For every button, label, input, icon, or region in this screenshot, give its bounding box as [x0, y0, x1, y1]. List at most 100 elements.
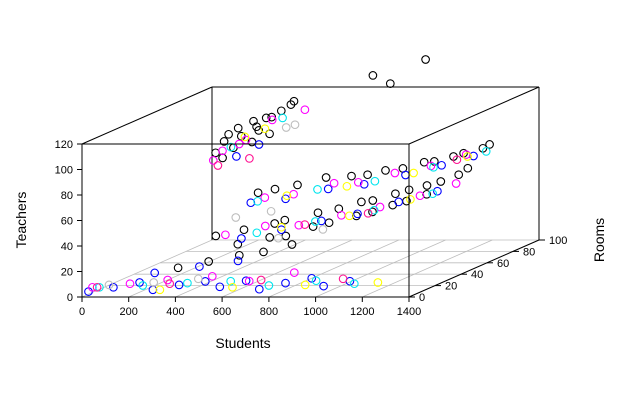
data-point: [359, 179, 369, 189]
data-point: [226, 276, 236, 286]
data-point: [267, 115, 277, 125]
data-point: [109, 282, 118, 292]
y-axis-title: Rooms: [591, 218, 607, 262]
data-point: [463, 152, 472, 161]
data-point: [208, 156, 218, 165]
y-tick-label: 40: [471, 269, 483, 281]
z-tick-label: 80: [61, 190, 73, 202]
data-point: [204, 257, 214, 266]
x-tick-label: 800: [260, 306, 278, 318]
data-point: [183, 278, 192, 288]
data-point: [226, 142, 236, 152]
data-point: [433, 186, 442, 196]
data-point: [324, 218, 334, 228]
data-point: [289, 189, 298, 199]
data-point: [437, 160, 446, 170]
data-point: [391, 189, 400, 199]
data-point: [233, 239, 243, 249]
grid-line-x: [81, 239, 213, 298]
data-point: [370, 176, 380, 186]
data-point: [345, 211, 354, 221]
data-point: [260, 193, 270, 202]
data-point: [193, 274, 203, 284]
data-point: [415, 191, 425, 201]
grid-line-x: [128, 239, 259, 298]
data-point: [213, 161, 223, 170]
data-point: [260, 124, 270, 134]
data-point: [219, 137, 229, 146]
data-point: [308, 222, 318, 231]
data-point: [265, 233, 275, 242]
box-edge: [81, 86, 213, 145]
data-point: [319, 281, 328, 291]
data-point: [321, 173, 331, 182]
data-point: [277, 222, 286, 232]
y-tick-label: 80: [523, 246, 535, 258]
data-point: [293, 180, 302, 190]
data-point: [363, 170, 372, 180]
x-tick-label: 200: [120, 306, 138, 318]
data-point: [277, 225, 286, 235]
z-tick-label: 0: [67, 292, 73, 304]
data-point: [294, 220, 304, 230]
data-point: [95, 282, 104, 292]
data-point: [313, 208, 323, 218]
y-tick-label: 0: [419, 292, 425, 304]
grid-line-x: [175, 239, 306, 298]
z-tick-label: 60: [61, 216, 73, 228]
data-point: [463, 163, 473, 173]
plot-box-back: [81, 86, 540, 240]
data-point: [211, 231, 221, 241]
data-point: [218, 153, 227, 163]
data-point: [436, 177, 446, 186]
data-point: [368, 71, 378, 80]
z-tick-label: 100: [55, 165, 73, 177]
data-point: [373, 278, 383, 287]
data-point: [311, 276, 321, 286]
data-point: [254, 284, 264, 294]
data-point: [357, 197, 366, 207]
data-point: [270, 219, 280, 228]
data-point: [138, 281, 148, 290]
data-point: [289, 268, 299, 277]
data-point: [300, 105, 310, 115]
data-point: [329, 178, 339, 188]
data-point: [224, 129, 233, 139]
data-point: [429, 162, 438, 172]
data-point: [353, 177, 363, 187]
data-point: [338, 274, 348, 284]
data-point: [300, 220, 310, 229]
grid-line-x: [362, 239, 493, 298]
x-tick-label: 600: [213, 306, 231, 318]
data-point: [254, 126, 264, 135]
data-point: [353, 209, 362, 219]
data-point: [422, 181, 432, 190]
data-point: [228, 282, 237, 292]
data-point: [280, 215, 290, 225]
data-point: [264, 281, 274, 290]
data-point: [174, 280, 184, 290]
data-point: [195, 262, 204, 271]
z-tick-label: 120: [55, 139, 73, 151]
data-point: [287, 240, 297, 249]
data-point: [311, 217, 320, 226]
data-point: [233, 123, 243, 133]
data-point: [421, 55, 430, 64]
data-point: [244, 276, 254, 286]
data-point: [259, 247, 268, 257]
data-point: [381, 166, 390, 175]
data-point: [260, 221, 270, 231]
data-point: [270, 184, 280, 194]
y-tick-label: 20: [445, 281, 457, 293]
x-tick-label: 0: [79, 306, 85, 318]
data-point: [406, 195, 415, 204]
data-point: [318, 225, 328, 234]
z-tick-label: 40: [61, 241, 73, 253]
data-point: [253, 188, 263, 198]
data-point: [232, 152, 241, 161]
data-point: [246, 198, 256, 208]
data-point: [150, 268, 160, 278]
data-point: [313, 185, 322, 194]
y-tick-label: 100: [549, 235, 567, 247]
data-point: [352, 211, 361, 221]
